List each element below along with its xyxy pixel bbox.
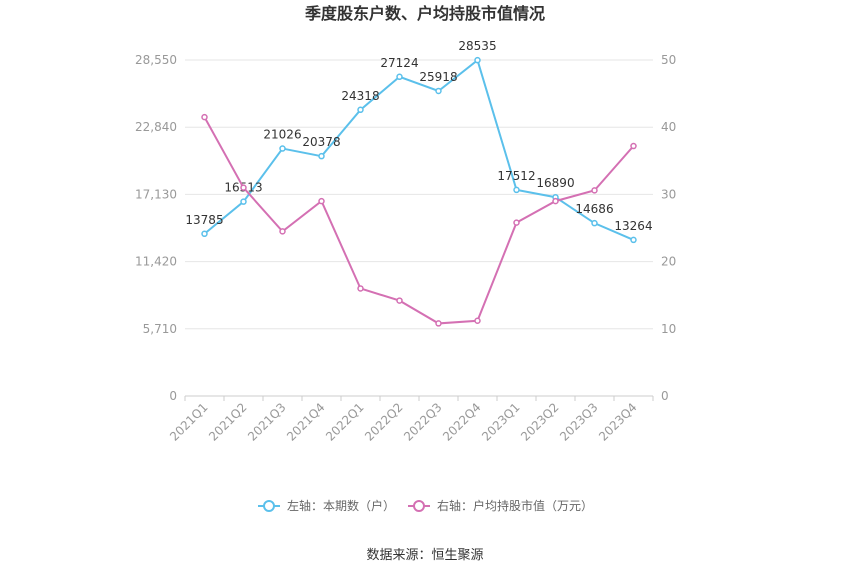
data-label: 14686 — [575, 202, 613, 216]
x-tick-label: 2022Q3 — [401, 400, 445, 444]
series-households: 1378516513210262037824318271242591828535… — [185, 39, 653, 244]
legend-marker-icon — [263, 500, 275, 512]
legend[interactable]: 左轴：本期数（户） 右轴：户均持股市值（万元） — [258, 498, 593, 513]
x-tick-label: 2022Q2 — [362, 400, 406, 444]
data-point[interactable] — [630, 142, 637, 150]
x-axis: 2021Q12021Q22021Q32021Q42022Q12022Q22022… — [167, 396, 654, 444]
data-label: 16890 — [536, 176, 574, 190]
data-point[interactable] — [435, 320, 442, 327]
data-point[interactable] — [318, 197, 325, 205]
data-point[interactable] — [201, 113, 208, 121]
data-label: 21026 — [263, 128, 301, 142]
legend-item-households[interactable]: 左轴：本期数（户） — [258, 498, 395, 513]
x-tick-label: 2022Q4 — [440, 400, 484, 444]
data-point[interactable] — [279, 228, 286, 235]
series-line — [203, 116, 635, 325]
left-tick-label: 17,130 — [135, 187, 177, 201]
series-avg-market-value — [201, 113, 637, 327]
right-axis-ticks: 0 10 20 30 40 50 — [661, 53, 676, 403]
right-tick-label: 40 — [661, 120, 676, 134]
right-tick-label: 50 — [661, 53, 676, 67]
data-point[interactable] — [279, 145, 286, 152]
x-tick-label: 2023Q2 — [518, 400, 562, 444]
right-tick-label: 30 — [661, 187, 676, 201]
data-label: 20378 — [302, 135, 340, 149]
data-point[interactable] — [435, 87, 442, 95]
legend-label: 左轴：本期数（户） — [287, 498, 395, 513]
data-label: 25918 — [419, 70, 457, 84]
x-tick-label: 2022Q1 — [323, 400, 367, 444]
legend-item-avg-market-value[interactable]: 右轴：户均持股市值（万元） — [408, 498, 593, 513]
data-point[interactable] — [357, 285, 364, 292]
series-line — [203, 58, 634, 241]
right-tick-label: 10 — [661, 322, 676, 336]
data-label: 17512 — [497, 169, 535, 183]
data-point[interactable] — [513, 219, 520, 226]
data-label: 13264 — [614, 219, 652, 233]
chart-title: 季度股东户数、户均持股市值情况 — [304, 4, 545, 23]
legend-label: 右轴：户均持股市值（万元） — [437, 498, 593, 513]
data-point[interactable] — [591, 187, 598, 194]
data-point[interactable] — [240, 184, 247, 191]
data-label: 13785 — [185, 213, 223, 227]
data-point[interactable] — [474, 317, 481, 324]
left-tick-label: 11,420 — [135, 255, 177, 269]
x-tick-label: 2021Q3 — [245, 400, 289, 444]
data-point[interactable] — [474, 56, 481, 64]
right-tick-label: 20 — [661, 255, 676, 269]
data-point[interactable] — [630, 236, 637, 244]
right-tick-label: 0 — [661, 389, 669, 403]
data-point[interactable] — [318, 152, 325, 160]
x-tick-label: 2021Q2 — [206, 400, 250, 444]
x-tick-label: 2023Q1 — [479, 400, 523, 444]
data-point[interactable] — [396, 73, 403, 81]
left-axis-ticks: 0 5,710 11,420 17,130 22,840 28,550 — [135, 53, 177, 403]
data-point[interactable] — [513, 186, 520, 194]
x-tick-label: 2021Q4 — [284, 400, 328, 444]
left-tick-label: 28,550 — [135, 53, 177, 67]
data-label: 24318 — [341, 89, 379, 103]
data-label: 28535 — [458, 39, 496, 53]
source-text: 数据来源：恒生聚源 — [366, 548, 483, 563]
data-label: 27124 — [380, 56, 418, 70]
data-point[interactable] — [357, 106, 364, 114]
data-point[interactable] — [552, 197, 559, 205]
data-point[interactable] — [396, 297, 403, 304]
data-point[interactable] — [240, 198, 247, 205]
left-tick-label: 0 — [169, 389, 177, 403]
data-point[interactable] — [201, 230, 208, 238]
grid-lines — [185, 59, 653, 397]
left-tick-label: 5,710 — [143, 322, 177, 336]
series-layer: 1378516513210262037824318271242591828535… — [185, 39, 653, 327]
left-tick-label: 22,840 — [135, 120, 177, 134]
legend-marker-icon — [413, 500, 425, 512]
x-tick-label: 2021Q1 — [167, 400, 211, 444]
x-tick-label: 2023Q3 — [557, 400, 601, 444]
x-tick-label: 2023Q4 — [596, 400, 640, 444]
data-point[interactable] — [591, 219, 598, 227]
